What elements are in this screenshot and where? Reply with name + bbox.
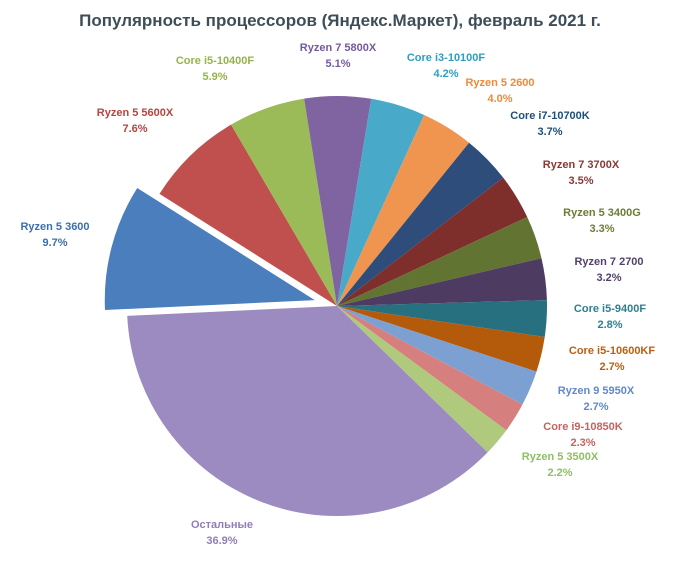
pie-slice-ryzen-7-3700x: [337, 177, 528, 306]
slice-label-percent: 5.9%: [202, 71, 228, 83]
slice-label-name: Ryzen 7 2700: [574, 256, 644, 268]
slice-label-percent: 2.7%: [583, 401, 609, 413]
slice-label-percent: 2.7%: [599, 361, 625, 373]
slice-label-core-i3-10100f: Core i3-10100F 4.2%: [407, 50, 485, 82]
slice-label-name: Ryzen 5 3600: [20, 221, 90, 233]
pie-slice-ryzen-5-2600: [337, 114, 470, 307]
slice-label-percent: 2.3%: [570, 437, 596, 449]
slice-label-core-i9-10850k: Core i9-10850K 2.3%: [543, 419, 623, 451]
pie-slice-ryzen-5-5600x: [159, 124, 337, 307]
slice-label-ryzen-5-3500x: Ryzen 5 3500X 2.2%: [522, 449, 598, 481]
slice-label-name: Ryzen 5 3500X: [521, 451, 599, 463]
slice-label-name: Ryzen 7 5800X: [299, 42, 377, 54]
pie-slice-ryzen-5-3600: [104, 187, 315, 311]
slice-label-name: Ryzen 5 5600X: [96, 107, 174, 119]
slice-label-name: Core i5-10400F: [175, 55, 255, 67]
slice-label-ryzen-7-5800x: Ryzen 7 5800X 5.1%: [300, 40, 376, 72]
pie-slice-core-i3-10100f: [337, 98, 425, 306]
slice-label-ryzen-5-2600: Ryzen 5 2600 4.0%: [465, 75, 534, 107]
slice-label-name: Ryzen 7 3700X: [542, 159, 620, 171]
pie-slice-ryzen-5-3400g: [337, 217, 542, 306]
pie-slice-ryzen-7-2700: [337, 258, 547, 306]
slice-label-percent: 2.2%: [547, 467, 573, 479]
slice-label-core-i5-9400f: Core i5-9400F 2.8%: [574, 301, 646, 333]
slice-label-ryzen-7-3700x: Ryzen 7 3700X 3.5%: [543, 157, 619, 189]
pie-slice-core-i9-10850k: [337, 306, 523, 431]
slice-label-ryzen-5-5600x: Ryzen 5 5600X 7.6%: [97, 105, 173, 137]
slice-label-percent: 2.8%: [597, 319, 623, 331]
slice-label-name: Core i9-10850K: [543, 421, 623, 433]
slice-label-ryzen-7-2700: Ryzen 7 2700 3.2%: [574, 254, 643, 286]
slice-label-percent: 3.7%: [537, 126, 563, 138]
slice-label-ryzen-5-3400g: Ryzen 5 3400G 3.3%: [563, 205, 641, 237]
slice-label-name: Core i7-10700K: [510, 110, 590, 122]
pie-slice-ryzen-7-5800x: [304, 95, 372, 306]
slice-label-percent: 4.2%: [433, 68, 459, 80]
slice-label-ryzen-9-5950x: Ryzen 9 5950X 2.7%: [558, 383, 634, 415]
slice-label-name: Ryzen 9 5950X: [557, 385, 635, 397]
pie-slice-core-i5-10400f: [231, 98, 337, 306]
slice-label-core-i5-10600kf: Core i5-10600KF 2.7%: [569, 343, 655, 375]
slice-label-percent: 5.1%: [325, 58, 351, 70]
pie-slice-core-i7-10700k: [337, 142, 504, 306]
pie-slice-ryzen-5-3500x: [337, 306, 507, 453]
pie-slice-ryzen-9-5950x: [337, 306, 537, 405]
slice-label-ryzen-5-3600: Ryzen 5 3600 9.7%: [20, 219, 89, 251]
slice-label-percent: 36.9%: [206, 535, 238, 547]
chart-title: Популярность процессоров (Яндекс.Маркет)…: [79, 11, 601, 30]
slice-label-name: Ryzen 5 3400G: [563, 207, 641, 219]
pie-slice-core-i5-10600kf: [337, 306, 545, 372]
slice-label-name: Core i5-9400F: [573, 303, 647, 315]
slice-label-name: Ryzen 5 2600: [465, 77, 535, 89]
slice-label-core-i5-10400f: Core i5-10400F 5.9%: [176, 53, 254, 85]
slice-label-name: Остальные: [190, 519, 254, 531]
slice-label-name: Core i3-10100F: [406, 52, 486, 64]
slice-label-core-i7-10700k: Core i7-10700K 3.7%: [510, 108, 590, 140]
slice-label-percent: 3.2%: [596, 272, 622, 284]
slice-label-name: Core i5-10600KF: [568, 345, 656, 357]
slice-label-percent: 7.6%: [122, 123, 148, 135]
pie-slice-core-i5-9400f: [337, 300, 548, 337]
pie-slice-slice-15: [127, 306, 488, 517]
slice-label-percent: 3.3%: [589, 223, 615, 235]
slice-label-percent: 9.7%: [42, 237, 68, 249]
slice-label-percent: 4.0%: [487, 93, 513, 105]
slice-label-percent: 3.5%: [568, 175, 594, 187]
slice-label-slice-15: Остальные 36.9%: [191, 517, 253, 549]
